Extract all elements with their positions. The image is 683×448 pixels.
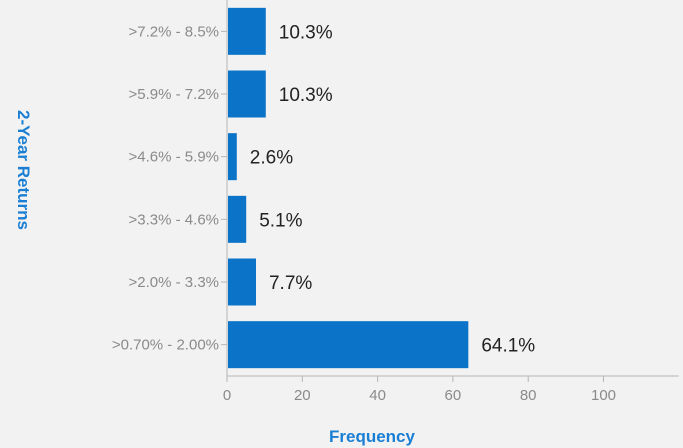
x-tick-label: 0 [223, 387, 231, 404]
x-axis-title: Frequency [329, 427, 416, 446]
bars-layer: 10.3% 10.3% 2.6% 5.1% 7.7% 64.1% [228, 7, 535, 369]
data-label: 7.7% [269, 273, 312, 294]
x-tick-label: 20 [294, 387, 311, 404]
category-label: >0.70% - 2.00% [112, 337, 219, 354]
data-label: 10.3% [279, 22, 333, 43]
bar [228, 70, 266, 118]
category-label: >7.2% - 8.5% [129, 23, 219, 40]
data-label: 64.1% [481, 336, 535, 357]
axis-layer: >7.2% - 8.5% >5.9% - 7.2% >4.6% - 5.9% >3.3… [112, 0, 679, 404]
x-tick-label: 100 [591, 387, 616, 404]
bar [228, 321, 469, 369]
x-tick-label: 80 [520, 387, 537, 404]
category-label: >5.9% - 7.2% [129, 86, 219, 103]
bar [228, 195, 247, 243]
x-tick-label: 40 [369, 387, 386, 404]
x-tick-label: 60 [445, 387, 462, 404]
y-axis-title: 2-Year Returns [14, 110, 33, 230]
category-label: >2.0% - 3.3% [129, 274, 219, 291]
data-label: 2.6% [250, 148, 293, 169]
bar [228, 133, 237, 181]
data-label: 5.1% [259, 210, 302, 231]
data-label: 10.3% [279, 85, 333, 106]
bar [228, 258, 256, 306]
bar [228, 7, 266, 55]
category-label: >3.3% - 4.6% [129, 211, 219, 228]
category-label: >4.6% - 5.9% [129, 149, 219, 166]
